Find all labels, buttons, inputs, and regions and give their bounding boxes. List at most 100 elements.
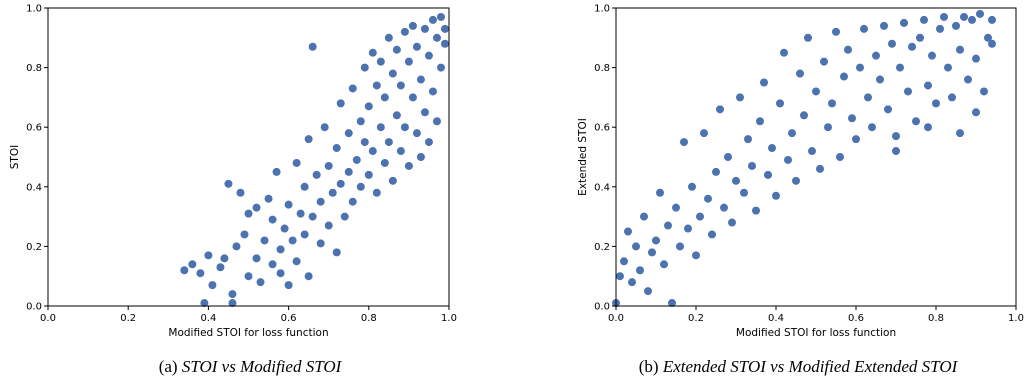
scatter-point: [712, 167, 720, 176]
scatter-point: [888, 39, 896, 48]
scatter-point: [636, 266, 644, 275]
scatter-point: [308, 212, 317, 221]
scatter-point: [188, 260, 197, 269]
caption-a-label: (a): [158, 357, 178, 376]
scatter-point: [720, 203, 728, 212]
scatter-point: [388, 69, 397, 78]
scatter-point: [892, 132, 900, 141]
scatter-point: [648, 248, 656, 257]
scatter-point: [352, 155, 361, 164]
scatter-point: [276, 245, 285, 254]
scatter-point: [764, 170, 772, 179]
scatter-point: [256, 278, 265, 287]
scatter-point: [380, 158, 389, 167]
scatter-point: [616, 272, 624, 281]
x-tick-label: 0.4: [200, 313, 216, 324]
y-tick-label: 0.2: [26, 242, 42, 253]
scatter-point: [284, 200, 293, 209]
scatter-point: [204, 251, 213, 260]
scatter-point: [836, 153, 844, 161]
x-axis-label: Modified STOI for loss function: [168, 327, 328, 339]
scatter-point: [412, 42, 421, 51]
y-tick-label: 1.0: [26, 4, 42, 15]
scatter-point: [392, 45, 401, 54]
scatter-point: [880, 21, 888, 30]
scatter-point: [436, 63, 445, 72]
scatter-point: [804, 33, 812, 42]
scatter-point: [384, 33, 393, 42]
scatter-point: [708, 230, 716, 239]
scatter-point: [800, 111, 808, 120]
scatter-point: [372, 188, 381, 197]
scatter-point: [308, 42, 317, 51]
scatter-point: [696, 212, 704, 221]
x-tick-label: 1.0: [441, 313, 457, 324]
scatter-point: [236, 188, 245, 197]
scatter-point: [768, 144, 776, 153]
scatter-point: [676, 242, 684, 251]
scatter-point: [416, 75, 425, 84]
caption-a-text: STOI vs Modified STOI: [181, 357, 342, 376]
scatter-point: [284, 281, 293, 290]
scatter-point: [364, 102, 373, 111]
scatter-point: [668, 299, 676, 308]
scatter-point: [956, 45, 964, 54]
caption-b: (b) Extended STOI vs Modified Extended S…: [567, 357, 1029, 377]
scatter-point: [300, 182, 309, 191]
y-tick-label: 0.6: [594, 123, 610, 134]
x-tick-label: 0.2: [120, 313, 136, 324]
scatter-point: [988, 15, 996, 24]
scatter-point: [860, 24, 868, 33]
scatter-point: [628, 278, 636, 287]
scatter-point: [892, 147, 900, 156]
scatter-point: [660, 260, 668, 269]
scatter-point: [856, 63, 864, 72]
scatter-point: [756, 117, 764, 126]
scatter-point: [716, 105, 724, 114]
scatter-point: [936, 24, 944, 33]
y-tick-label: 0.4: [594, 182, 610, 193]
scatter-point: [704, 194, 712, 203]
scatter-point: [332, 144, 341, 153]
scatter-point: [436, 12, 445, 21]
scatter-point: [736, 93, 744, 102]
scatter-point: [972, 54, 980, 63]
scatter-point: [968, 15, 976, 24]
scatter-point: [904, 87, 912, 96]
scatter-point: [396, 147, 405, 156]
y-tick-label: 0.2: [594, 242, 610, 253]
scatter-point: [952, 21, 960, 30]
scatter-point: [680, 138, 688, 147]
scatter-point: [268, 215, 277, 224]
scatter-point: [324, 161, 333, 170]
x-tick-label: 0.6: [848, 313, 864, 324]
scatter-point: [732, 176, 740, 185]
scatter-point: [932, 99, 940, 108]
scatter-point: [404, 161, 413, 170]
scatter-point: [252, 254, 261, 263]
scatter-point: [440, 39, 449, 48]
y-axis-label: Extended STOI: [577, 118, 589, 196]
scatter-point: [652, 236, 660, 245]
x-tick-label: 0.0: [40, 313, 56, 324]
scatter-point: [884, 105, 892, 114]
scatter-point: [196, 269, 205, 278]
scatter-point: [420, 108, 429, 117]
scatter-point: [380, 93, 389, 102]
scatter-point: [840, 72, 848, 81]
scatter-point: [900, 18, 908, 27]
scatter-point: [200, 299, 209, 308]
scatter-point: [244, 272, 253, 281]
scatter-point: [288, 236, 297, 245]
scatter-point: [344, 129, 353, 138]
scatter-point: [916, 33, 924, 42]
scatter-point: [664, 221, 672, 230]
scatter-point: [792, 176, 800, 185]
scatter-point: [336, 99, 345, 108]
scatter-point: [324, 221, 333, 230]
scatter-point: [376, 57, 385, 66]
caption-b-label: (b): [638, 357, 659, 376]
scatter-point: [820, 57, 828, 66]
scatter-point: [776, 99, 784, 108]
scatter-point: [956, 129, 964, 138]
